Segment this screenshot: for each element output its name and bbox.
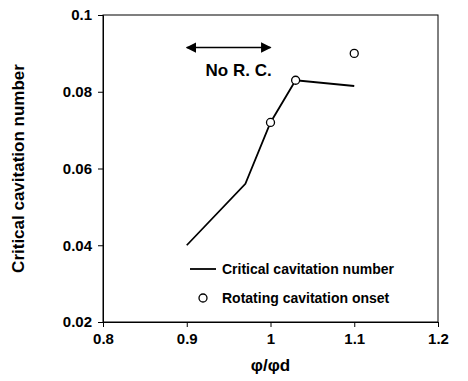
tick-label: 1.1 — [344, 330, 365, 347]
plot-frame — [103, 15, 438, 322]
y-axis: 0.02 0.04 0.06 0.08 0.1 — [63, 6, 104, 330]
tick-mark — [98, 169, 103, 170]
tick-mark — [98, 245, 103, 246]
tick: 0.8 — [93, 322, 114, 347]
point — [350, 49, 358, 57]
y-axis-title: Critical cavitation number — [9, 64, 28, 273]
legend-swatch — [199, 294, 207, 302]
tick: 0.06 — [63, 160, 103, 177]
tick: 1.1 — [344, 322, 365, 347]
x-axis-title: φ/φd — [251, 356, 290, 375]
tick-label: 1.2 — [428, 330, 449, 347]
tick-label: 0.08 — [63, 83, 92, 100]
tick: 1.2 — [428, 322, 449, 347]
chart: 0.8 0.9 1 1.1 1.2 0.02 0.04 0.06 0.08 0.1 No R. C.… — [0, 0, 468, 381]
legend-label: Critical cavitation number — [222, 261, 394, 277]
plot: 0.8 0.9 1 1.1 1.2 0.02 0.04 0.06 0.08 0.1 No R. C.… — [63, 6, 449, 346]
axis-line — [104, 323, 439, 328]
tick-mark — [98, 92, 103, 93]
tick-label: 0.04 — [63, 237, 93, 254]
tick: 0.04 — [63, 237, 103, 254]
tick-label: 1 — [267, 330, 275, 347]
point — [292, 76, 300, 84]
tick-label: 0.02 — [63, 313, 92, 330]
tick-mark — [354, 322, 355, 327]
tick-mark — [438, 322, 439, 327]
tick-label: 0.06 — [63, 160, 92, 177]
x-axis: 0.8 0.9 1 1.1 1.2 — [93, 322, 449, 347]
tick-mark — [98, 15, 103, 16]
point — [267, 118, 275, 126]
annotation-arrow — [187, 47, 271, 49]
tick: 0.08 — [63, 83, 103, 100]
data-layer — [187, 49, 359, 245]
tick: 0.02 — [63, 313, 103, 330]
tick-label: 0.8 — [93, 330, 114, 347]
legend: Critical cavitation number Rotating cavit… — [190, 261, 394, 306]
tick-mark — [187, 322, 188, 327]
series-line — [187, 80, 355, 245]
legend-label: Rotating cavitation onset — [222, 290, 390, 306]
legend-swatch — [190, 268, 216, 270]
tick: 0.9 — [177, 322, 198, 347]
tick-label: 0.9 — [177, 330, 198, 347]
tick-label: 0.1 — [71, 6, 92, 23]
annotation-text: No R. C. — [206, 61, 272, 80]
tick-mark — [98, 322, 103, 323]
tick: 1 — [267, 322, 275, 347]
tick-mark — [271, 322, 272, 327]
tick: 0.1 — [71, 6, 103, 23]
